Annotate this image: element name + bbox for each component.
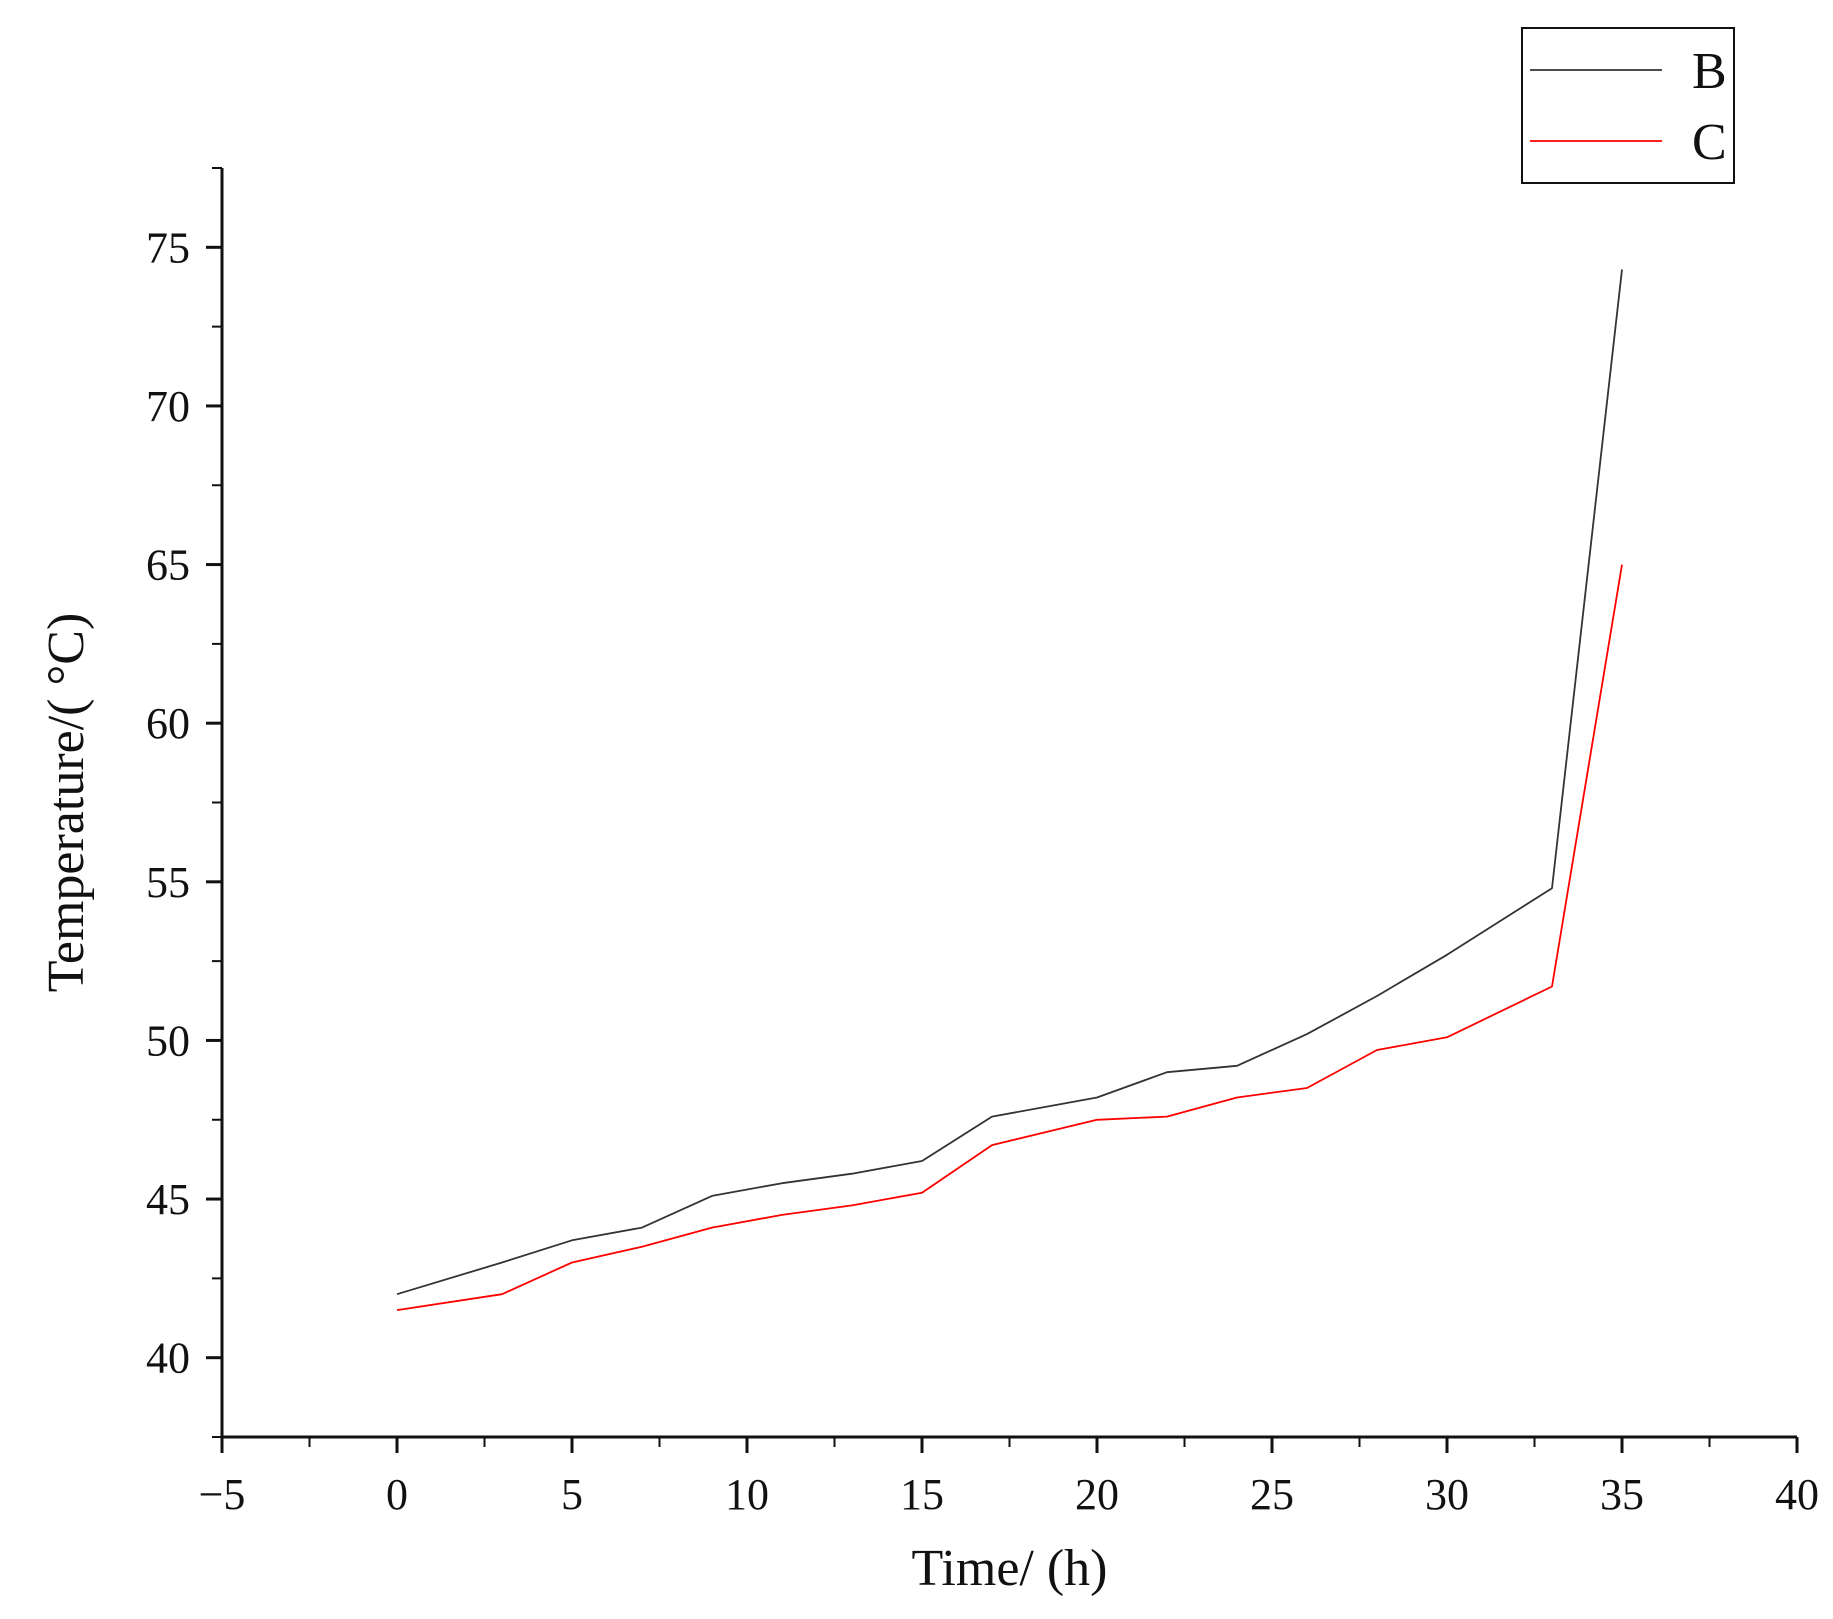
y-tick-label: 60: [146, 699, 190, 748]
x-tick-label: 5: [561, 1470, 583, 1519]
x-tick-label: 20: [1075, 1470, 1119, 1519]
series-layer: [396, 269, 1623, 1311]
legend-box: [1521, 27, 1735, 184]
y-ticks: 40 45 50 55 60 65 70 75: [146, 167, 222, 1438]
x-tick-label: 30: [1425, 1470, 1469, 1519]
legend-label-b: B: [1692, 43, 1727, 100]
y-tick-label: 55: [146, 858, 190, 907]
legend: B C: [1521, 27, 1735, 184]
x-tick-label: 0: [386, 1470, 408, 1519]
x-tick-label: 35: [1600, 1470, 1644, 1519]
x-ticks: −5 0 5 10 15 20 25 30 35 40: [199, 1437, 1819, 1519]
y-axis-title: Temperature/( °C): [38, 613, 95, 993]
x-tick-label: 40: [1775, 1470, 1819, 1519]
x-axis-title: Time/ (h): [912, 1540, 1108, 1597]
y-tick-label: 50: [146, 1016, 190, 1065]
y-tick-label: 65: [146, 541, 190, 590]
legend-label-c: C: [1692, 114, 1727, 171]
axes: [220, 168, 1797, 1439]
x-tick-label: 25: [1250, 1470, 1294, 1519]
y-tick-label: 45: [146, 1175, 190, 1224]
x-tick-label: 15: [900, 1470, 944, 1519]
x-tick-label: −5: [199, 1470, 246, 1519]
y-tick-label: 40: [146, 1334, 190, 1383]
y-tick-label: 70: [146, 382, 190, 431]
series-line-c: [396, 564, 1623, 1311]
series-line-b: [396, 269, 1623, 1296]
y-tick-label: 75: [146, 223, 190, 272]
x-tick-label: 10: [725, 1470, 769, 1519]
